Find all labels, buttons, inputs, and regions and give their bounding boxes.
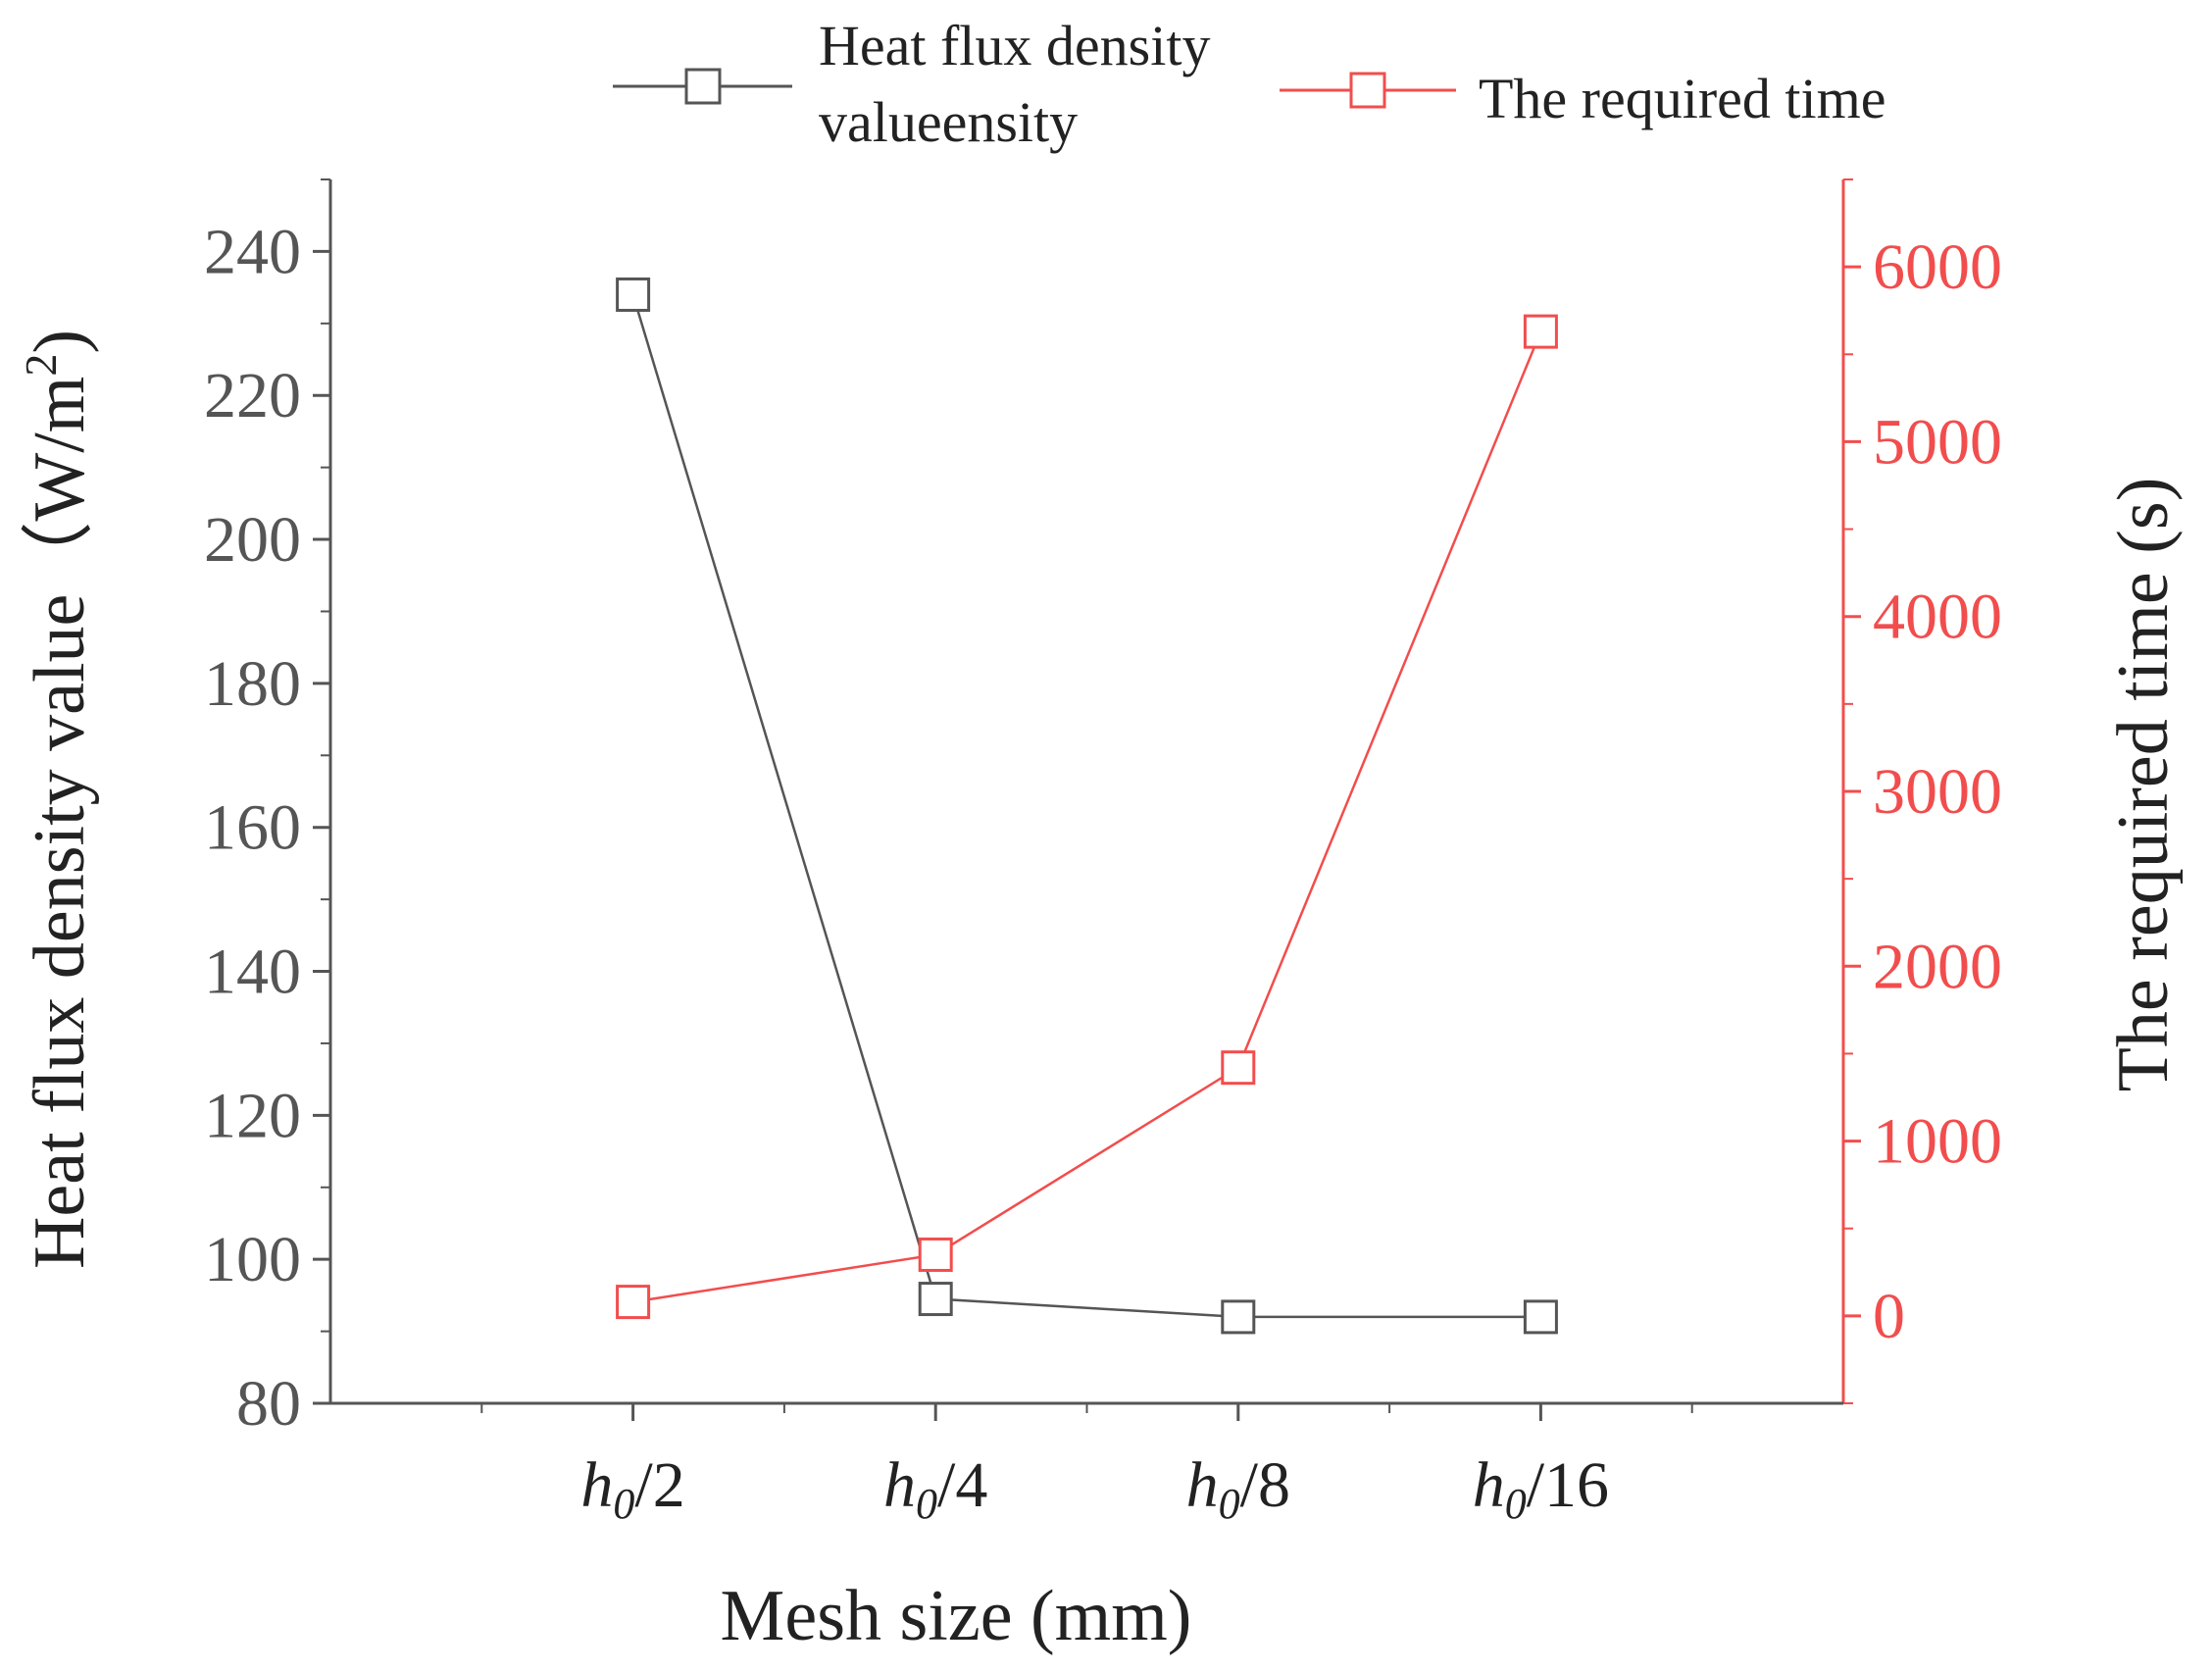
x-axis-title: Mesh size (mm) [721, 1576, 1192, 1656]
legend-label-required-time: The required time [1479, 67, 1886, 130]
required-time-point [918, 1237, 953, 1272]
right-axis-ticks: 0 1000 2000 3000 4000 5000 6000 [1843, 178, 2002, 1404]
left-axis-title-sup: 2 [16, 354, 66, 377]
left-axis-title-text: Heat flux density value（W/m [20, 377, 100, 1269]
left-tick-label: 100 [204, 1224, 301, 1295]
right-axis-title: The required time (s) [2103, 478, 2184, 1092]
left-tick-label: 220 [204, 360, 301, 431]
x-tick-label: h0/2 [580, 1449, 684, 1528]
left-tick-label: 240 [204, 216, 301, 287]
legend-marker-heat-flux [684, 68, 722, 105]
right-tick-label: 6000 [1873, 231, 2002, 303]
x-axis-ticks: h0/2 h0/4 h0/8 h0/16 [480, 1403, 1693, 1528]
legend: Heat flux density valueensity The requir… [613, 14, 1886, 154]
left-axis-title-end: ) [20, 329, 100, 354]
left-tick-label: 120 [204, 1080, 301, 1151]
required-time-point [1523, 314, 1558, 349]
heat-flux-point [616, 277, 651, 312]
left-tick-label: 200 [204, 504, 301, 576]
left-axis-title: Heat flux density value（W/m2) [16, 329, 100, 1269]
x-tick-label: h0/16 [1473, 1449, 1609, 1528]
required-time-line [632, 330, 1542, 1303]
heat-flux-point [1523, 1299, 1558, 1335]
legend-label-heat-flux-line1: Heat flux density [819, 14, 1210, 77]
right-tick-label: 4000 [1873, 582, 2002, 653]
right-tick-label: 5000 [1873, 406, 2002, 478]
legend-marker-required-time [1349, 72, 1386, 109]
x-tick-label: h0/8 [1186, 1449, 1290, 1528]
right-tick-label: 1000 [1873, 1106, 2002, 1178]
legend-label-heat-flux-line2: valueensity [819, 90, 1078, 154]
series-layer [616, 277, 1558, 1335]
required-time-point [616, 1285, 651, 1320]
x-tick-label: h0/4 [883, 1449, 987, 1528]
right-tick-label: 2000 [1873, 931, 2002, 1002]
heat-flux-point [1221, 1299, 1256, 1335]
right-tick-label: 3000 [1873, 756, 2002, 828]
left-tick-label: 140 [204, 937, 301, 1008]
left-tick-label: 80 [236, 1368, 301, 1440]
heat-flux-point [918, 1282, 953, 1317]
required-time-point [1221, 1050, 1256, 1086]
left-tick-label: 180 [204, 648, 301, 720]
left-axis-ticks: 80 100 120 140 160 180 200 220 240 [204, 178, 330, 1440]
left-tick-label: 160 [204, 792, 301, 864]
right-tick-label: 0 [1873, 1281, 1905, 1352]
heat-flux-line [631, 294, 1541, 1319]
